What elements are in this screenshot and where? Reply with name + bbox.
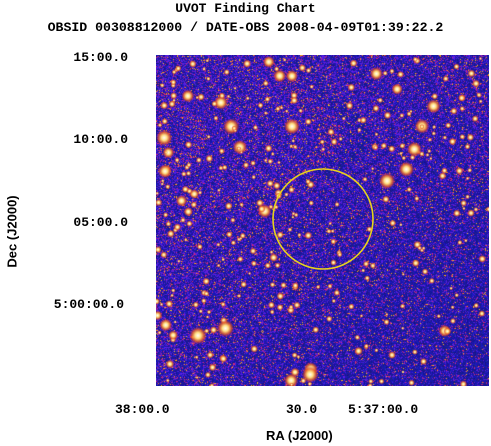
x-tick-label: 5:37:00.0 <box>348 402 419 417</box>
x-axis-label: RA (J2000) <box>266 428 333 443</box>
x-tick-label: 38:00.0 <box>115 402 170 417</box>
chart-title: UVOT Finding Chart <box>175 1 316 16</box>
y-tick-label: 10:00.0 <box>73 132 128 147</box>
y-tick-label: 15:00.0 <box>73 50 128 65</box>
overlay-layer <box>272 168 374 270</box>
sky-image <box>156 55 489 386</box>
y-axis-label: Dec (J2000) <box>4 195 20 268</box>
chart-subtitle: OBSID 00308812000 / DATE-OBS 2008-04-09T… <box>47 20 444 35</box>
y-tick-label: 05:00.0 <box>73 215 128 230</box>
y-tick-label: 5:00:00.0 <box>53 297 124 312</box>
x-tick-label: 30.0 <box>286 402 318 417</box>
source-region-circle <box>272 168 374 270</box>
